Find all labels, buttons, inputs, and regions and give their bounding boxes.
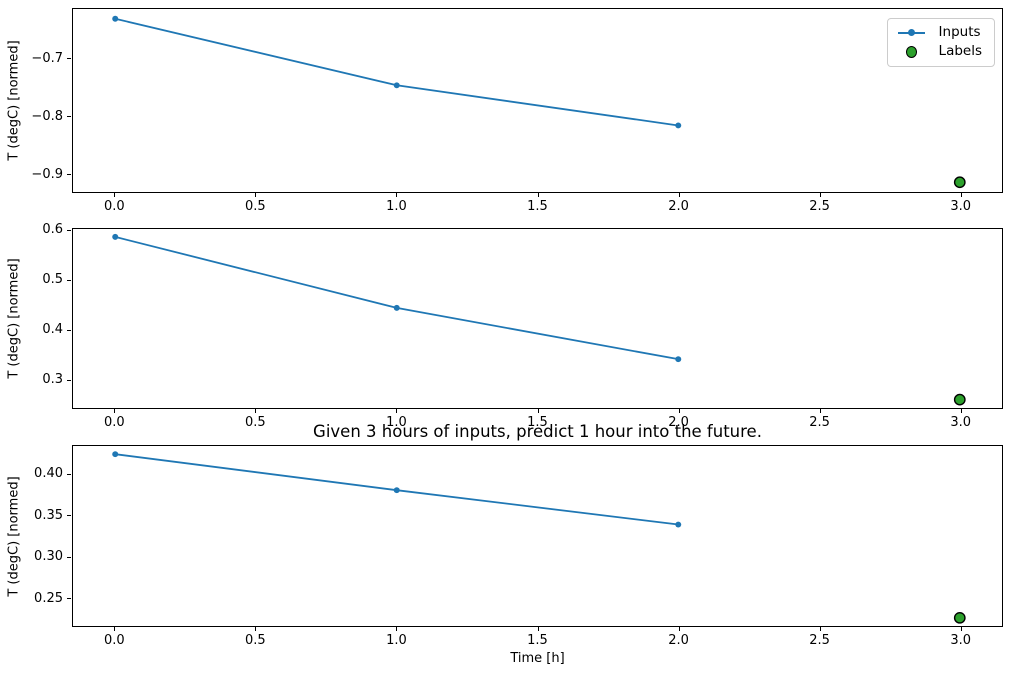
x-tick-label: 2.0 (668, 415, 689, 430)
x-tick-mark (537, 193, 539, 197)
x-tick-mark (255, 193, 257, 197)
inputs-point (112, 15, 119, 22)
x-tick-label: 2.0 (668, 199, 689, 214)
x-tick-label: 2.5 (809, 415, 830, 430)
x-tick-label: 3.0 (950, 199, 972, 214)
inputs-point (675, 122, 682, 129)
legend-item-inputs: Inputs (897, 23, 982, 42)
y-tick-mark (67, 279, 71, 281)
x-tick-mark (960, 193, 962, 197)
labels-circle-icon (906, 45, 918, 58)
x-tick-label: 0.5 (245, 415, 266, 430)
x-tick-label: 3.0 (950, 633, 972, 648)
inputs-point (112, 233, 119, 240)
x-tick-label: 1.0 (386, 633, 407, 648)
y-tick-mark (67, 174, 71, 176)
x-tick-mark (537, 409, 539, 413)
x-tick-label: 1.5 (527, 415, 548, 430)
x-tick-label: 0.0 (103, 415, 125, 430)
inputs-point (112, 451, 119, 458)
y-tick-mark (67, 598, 71, 600)
x-tick-mark (537, 627, 539, 631)
x-tick-label: 1.5 (527, 633, 548, 648)
labels-point (953, 611, 966, 624)
x-tick-mark (678, 409, 680, 413)
x-tick-mark (255, 409, 257, 413)
y-tick-mark (67, 116, 71, 118)
subplot-3-axes (72, 445, 1003, 627)
legend-item-labels: Labels (897, 42, 982, 61)
x-tick-mark (255, 627, 257, 631)
inputs-point (675, 521, 682, 528)
x-tick-label: 0.5 (245, 633, 266, 648)
x-tick-mark (678, 627, 680, 631)
x-tick-label: 1.0 (386, 199, 407, 214)
y-tick-label: −0.7 (31, 50, 63, 66)
legend-label-inputs: Inputs (938, 24, 981, 40)
x-tick-mark (678, 193, 680, 197)
subplot-2-axes (72, 228, 1003, 409)
labels-point (953, 393, 966, 406)
legend: Inputs Labels (886, 18, 995, 67)
x-tick-label: 1.0 (386, 415, 407, 430)
x-tick-label: 2.5 (809, 199, 830, 214)
labels-marker-swatch (897, 45, 927, 58)
x-tick-label: 2.5 (809, 633, 830, 648)
x-axis-label: Time [h] (510, 651, 565, 666)
subplot-1-plot (112, 15, 966, 189)
x-tick-mark (819, 627, 821, 631)
inputs-point (675, 356, 682, 363)
y-tick-label: 0.5 (42, 272, 63, 288)
x-tick-label: 3.0 (950, 415, 972, 430)
y-tick-label: 0.25 (34, 590, 63, 606)
x-tick-mark (960, 627, 962, 631)
y-tick-mark (67, 556, 71, 558)
subplot-3-y-axis-label: T (degC) [normed] (6, 475, 22, 597)
y-tick-label: 0.6 (42, 222, 63, 238)
subplot-3-plot (112, 451, 966, 624)
inputs-line (115, 236, 679, 361)
inputs-point (393, 487, 400, 494)
y-tick-mark (67, 515, 71, 517)
y-tick-label: 0.35 (34, 507, 63, 523)
inputs-point (393, 304, 400, 311)
chart-title: Given 3 hours of inputs, predict 1 hour … (313, 422, 762, 441)
x-tick-label: 2.0 (668, 633, 689, 648)
x-tick-mark (396, 627, 398, 631)
legend-label-labels: Labels (938, 43, 982, 59)
subplot-2-plot (112, 233, 966, 406)
subplot-1-axes: Inputs Labels (72, 8, 1003, 193)
x-tick-label: 0.0 (103, 633, 125, 648)
y-tick-label: −0.8 (31, 108, 63, 124)
labels-point (953, 176, 966, 189)
inputs-dot-icon (908, 29, 916, 36)
subplot-2-y-axis-label: T (degC) [normed] (6, 258, 22, 379)
x-tick-mark (396, 409, 398, 413)
x-tick-label: 0.0 (103, 199, 125, 214)
x-tick-mark (114, 627, 116, 631)
y-tick-mark (67, 58, 71, 60)
x-tick-mark (819, 193, 821, 197)
inputs-line (115, 17, 679, 127)
y-tick-label: 0.40 (34, 466, 63, 482)
y-tick-mark (67, 473, 71, 475)
y-tick-label: 0.3 (42, 372, 63, 388)
y-tick-mark (67, 229, 71, 231)
inputs-line-icon (898, 29, 926, 36)
inputs-marker-swatch (897, 29, 927, 36)
x-tick-mark (960, 409, 962, 413)
y-tick-mark (67, 329, 71, 331)
x-tick-mark (114, 409, 116, 413)
y-tick-mark (67, 379, 71, 381)
y-tick-label: 0.30 (34, 549, 63, 565)
x-tick-label: 1.5 (527, 199, 548, 214)
inputs-point (393, 82, 400, 89)
x-tick-mark (396, 193, 398, 197)
x-tick-label: 0.5 (245, 199, 266, 214)
y-tick-label: 0.4 (42, 322, 63, 338)
x-tick-mark (819, 409, 821, 413)
x-tick-mark (114, 193, 116, 197)
y-tick-label: −0.9 (31, 166, 63, 182)
